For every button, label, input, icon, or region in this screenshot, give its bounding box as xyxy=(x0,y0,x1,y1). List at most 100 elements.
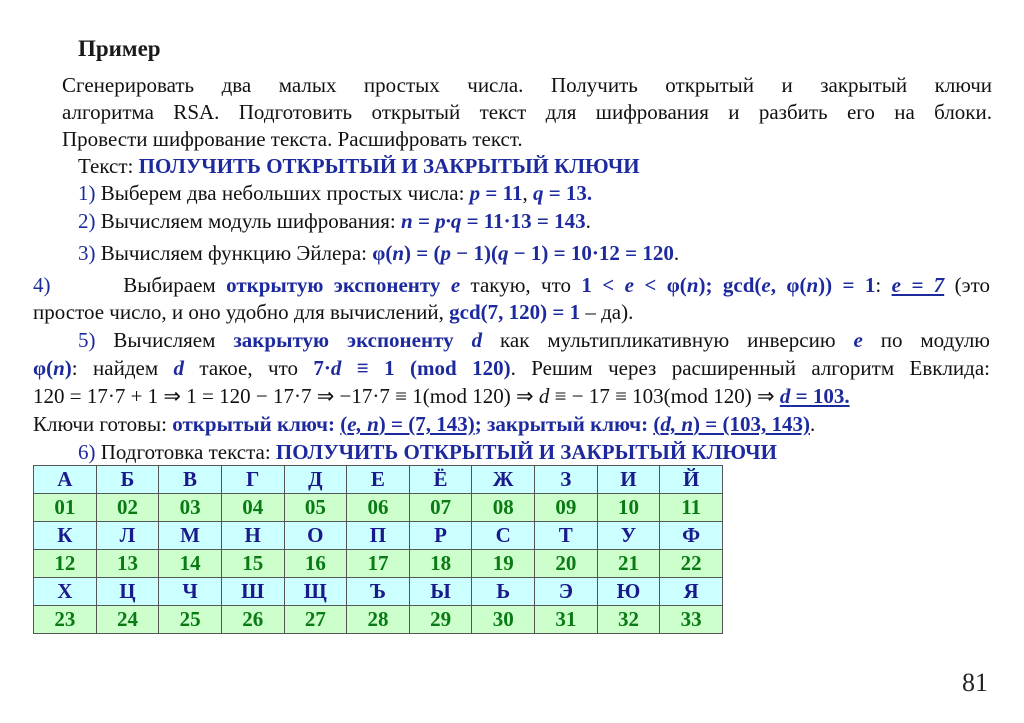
code-cell: 29 xyxy=(408,605,473,634)
code-cell: 25 xyxy=(158,605,222,634)
letter-cell: З xyxy=(534,465,598,494)
letter-cell: Э xyxy=(534,577,598,606)
text-segment: Провести шифрование текста. Расшифровать… xyxy=(62,127,523,151)
text-segment: . xyxy=(809,412,816,436)
codes-row: 01 02 03 04 05 06 07 08 09 10 11 xyxy=(33,493,723,522)
text-segment: − 1)( xyxy=(450,241,498,265)
text-line: Ключи готовы: открытый ключ: (e, n) = (7… xyxy=(33,411,815,437)
code-cell: 14 xyxy=(158,549,222,578)
letter-cell: Я xyxy=(659,577,723,606)
letter-cell: Р xyxy=(408,521,473,550)
code-cell: 27 xyxy=(283,605,348,634)
letter-cell: В xyxy=(158,465,222,494)
text-segment: Ключи готовы: xyxy=(33,412,173,436)
text-segment: Сгенерировать два малых простых числа. П… xyxy=(62,73,992,97)
code-cell: 10 xyxy=(596,493,661,522)
text-segment: = 11·13 = 143 xyxy=(461,209,586,233)
code-cell: 22 xyxy=(659,549,723,578)
alphabet-code-table: А Б В Г Д Е Ё Ж З И Й 01 02 03 04 05 06 07 08 09 10 11 К Л М Н О П Р… xyxy=(33,465,723,634)
text-segment: . xyxy=(673,241,680,265)
text-segment: ; закрытый ключ: xyxy=(474,412,654,436)
text-line: алгоритма RSA. Подготовить открытый текс… xyxy=(62,99,992,125)
code-cell: 18 xyxy=(408,549,473,578)
text-segment: n xyxy=(53,356,65,380)
text-segment: ( xyxy=(340,412,348,436)
text-segment: ПОЛУЧИТЬ ОТКРЫТЫЙ И ЗАКРЫТЫЙ КЛЮЧИ xyxy=(138,154,640,178)
code-cell: 13 xyxy=(95,549,160,578)
text-segment: gcd(7, 120) = 1 xyxy=(449,300,581,324)
text-segment: q xyxy=(497,241,509,265)
codes-row: 23 24 25 26 27 28 29 30 31 32 33 xyxy=(33,605,723,634)
text-line: Текст: ПОЛУЧИТЬ ОТКРЫТЫЙ И ЗАКРЫТЫЙ КЛЮЧ… xyxy=(78,153,640,179)
letter-cell: Л xyxy=(95,521,160,550)
code-cell: 21 xyxy=(596,549,661,578)
text-line: φ(n): найдем d такое, что 7·d ≡ 1 (mod 1… xyxy=(33,355,990,381)
letter-cell: Н xyxy=(220,521,285,550)
text-segment: закрытую экспоненту xyxy=(233,328,472,352)
text-segment: d xyxy=(538,384,550,408)
letter-cell: Ц xyxy=(95,577,160,606)
text-segment: (это xyxy=(944,273,990,297)
text-segment: такое, что xyxy=(184,356,314,380)
text-segment: ); gcd( xyxy=(698,273,762,297)
text-segment: 1 < xyxy=(581,273,625,297)
letter-cell: П xyxy=(346,521,410,550)
text-segment: Выбираем xyxy=(50,273,227,297)
text-segment: , xyxy=(522,181,533,205)
text-segment: 6) xyxy=(78,440,96,464)
text-segment: φ( xyxy=(372,241,393,265)
text-segment: = 13. xyxy=(543,181,593,205)
letter-cell: Ы xyxy=(408,577,473,606)
letter-cell: О xyxy=(283,521,348,550)
text-segment: e xyxy=(450,273,461,297)
text-segment: , φ( xyxy=(770,273,807,297)
letter-cell: Д xyxy=(283,465,348,494)
code-cell: 01 xyxy=(33,493,97,522)
text-segment: d, n xyxy=(660,412,694,436)
text-segment: e xyxy=(761,273,771,297)
text-segment: . xyxy=(585,209,591,233)
text-segment: 1) xyxy=(78,181,96,205)
text-segment: ) = (7, 143) xyxy=(378,412,475,436)
text-segment: n xyxy=(686,273,699,297)
text-segment: как мультипликативную инверсию xyxy=(482,328,854,352)
code-cell: 23 xyxy=(33,605,97,634)
text-segment: − 1) = 10·12 = 120 xyxy=(508,241,674,265)
code-cell: 04 xyxy=(220,493,285,522)
letter-cell: А xyxy=(33,465,97,494)
text-segment: d xyxy=(779,384,791,408)
text-segment: ≡ 1 (mod 120) xyxy=(341,356,511,380)
letter-cell: К xyxy=(33,521,97,550)
code-cell: 06 xyxy=(346,493,410,522)
code-cell: 33 xyxy=(659,605,723,634)
letter-cell: Ь xyxy=(471,577,535,606)
text-line: Провести шифрование текста. Расшифровать… xyxy=(62,126,523,152)
text-segment: )) = 1 xyxy=(818,273,876,297)
text-segment: : найдем xyxy=(71,356,174,380)
text-segment: ПОЛУЧИТЬ ОТКРЫТЫЙ И ЗАКРЫТЫЙ КЛЮЧИ xyxy=(275,440,777,464)
letter-cell: Х xyxy=(33,577,97,606)
text-segment: открытую экспоненту xyxy=(226,273,451,297)
text-line: 6) Подготовка текста: ПОЛУЧИТЬ ОТКРЫТЫЙ … xyxy=(78,439,777,465)
letter-cell: С xyxy=(471,521,535,550)
text-segment: ) = ( xyxy=(404,241,441,265)
text-segment: p xyxy=(440,241,451,265)
code-cell: 20 xyxy=(534,549,598,578)
text-line: 4) Выбираем открытую экспоненту e такую,… xyxy=(33,272,990,298)
text-line: 1) Выберем два небольших простых числа: … xyxy=(78,180,592,206)
text-segment: Выберем два небольших простых числа: xyxy=(95,181,470,205)
text-segment: 7· xyxy=(313,356,331,380)
codes-row: 12 13 14 15 16 17 18 19 20 21 22 xyxy=(33,549,723,578)
code-cell: 02 xyxy=(95,493,160,522)
text-segment: такую, что xyxy=(460,273,582,297)
code-cell: 08 xyxy=(471,493,535,522)
code-cell: 31 xyxy=(534,605,598,634)
text-segment: ) xyxy=(64,356,72,380)
text-segment: d xyxy=(471,328,483,352)
code-cell: 19 xyxy=(471,549,535,578)
code-cell: 05 xyxy=(283,493,348,522)
text-segment: по модулю xyxy=(862,328,990,352)
text-segment: 3) xyxy=(78,241,96,265)
